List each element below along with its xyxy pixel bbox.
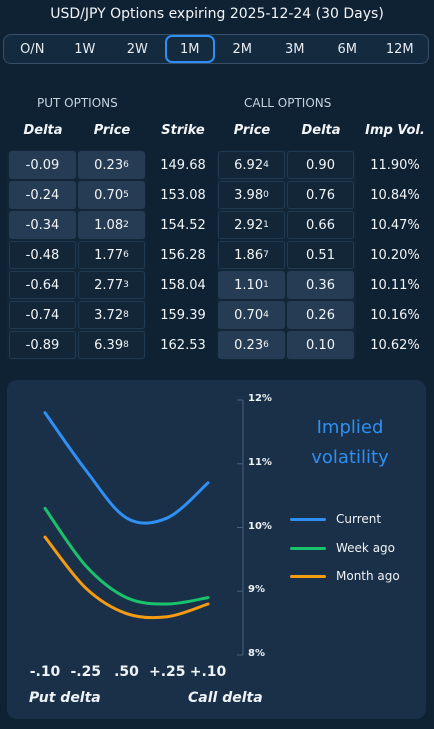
call-price-cell[interactable]: 0.23 6 <box>218 331 285 359</box>
strike-value: 162.53 <box>160 337 206 353</box>
x-tick-label: -.10 <box>29 664 61 680</box>
legend-item-week-ago: Week ago <box>290 539 395 557</box>
put-price-cell[interactable]: 0.70 5 <box>78 181 145 209</box>
x-tick-label: +.25 <box>148 664 186 680</box>
header-put-price: Price <box>93 123 131 138</box>
series-line-week-ago <box>43 506 210 606</box>
header-call-price: Price <box>233 123 271 138</box>
put-delta-cell[interactable]: -0.09 <box>9 151 76 179</box>
x-tick-label: .50 <box>114 664 139 680</box>
x-tick-label: +.10 <box>189 664 227 680</box>
call-options-label: CALL OPTIONS <box>244 96 332 110</box>
put-price-cell[interactable]: 2.77 3 <box>78 271 145 299</box>
expiry-tabs: O/N 1W 2W 1M 2M 3M 6M 12M <box>3 34 429 64</box>
series-line-current <box>43 411 210 525</box>
put-price-cell[interactable]: 0.23 6 <box>78 151 145 179</box>
tab-3m[interactable]: 3M <box>285 41 305 57</box>
call-delta-cell[interactable]: 0.76 <box>287 181 354 209</box>
volatility-chart: Implied volatility Current Week ago Month … <box>7 380 426 719</box>
put-price-cell[interactable]: 1.08 2 <box>78 211 145 239</box>
legend-swatch <box>290 546 326 550</box>
header-strike: Strike <box>161 123 205 138</box>
call-price-cell[interactable]: 1.86 7 <box>218 241 285 269</box>
put-price-cell[interactable]: 3.72 8 <box>78 301 145 329</box>
tab-6m[interactable]: 6M <box>337 41 358 57</box>
strike-value: 158.04 <box>160 277 206 293</box>
put-options-label: PUT OPTIONS <box>37 96 118 110</box>
legend-swatch <box>290 517 326 521</box>
y-tick-label: 11% <box>248 456 272 468</box>
call-price-cell[interactable]: 3.98 0 <box>218 181 285 209</box>
put-delta-cell[interactable]: -0.34 <box>9 211 76 239</box>
put-price-cell[interactable]: 1.77 6 <box>78 241 145 269</box>
legend-label: Week ago <box>336 541 396 555</box>
call-delta-cell[interactable]: 0.36 <box>287 271 354 299</box>
put-price-cell[interactable]: 6.39 8 <box>78 331 145 359</box>
imp-vol-value: 10.62% <box>370 337 420 353</box>
header-imp-vol: Imp Vol. <box>365 123 425 138</box>
y-tick-label: 10% <box>248 520 272 532</box>
page-title: USD/JPY Options expiring 2025-12-24 (30 … <box>50 6 384 22</box>
x-tick-label: -.25 <box>70 664 102 680</box>
strike-value: 149.68 <box>160 157 206 173</box>
imp-vol-value: 10.16% <box>370 307 420 323</box>
call-price-cell[interactable]: 0.70 4 <box>218 301 285 329</box>
put-delta-cell[interactable]: -0.89 <box>9 331 76 359</box>
put-delta-label: Put delta <box>29 690 101 706</box>
imp-vol-value: 10.11% <box>370 277 420 293</box>
call-delta-cell[interactable]: 0.26 <box>287 301 354 329</box>
legend-swatch <box>290 574 326 578</box>
legend-item-current: Current <box>290 510 381 528</box>
put-delta-cell[interactable]: -0.64 <box>9 271 76 299</box>
tab-on[interactable]: O/N <box>20 41 45 57</box>
tab-2m[interactable]: 2M <box>232 41 253 57</box>
call-price-cell[interactable]: 2.92 1 <box>218 211 285 239</box>
put-delta-cell[interactable]: -0.48 <box>9 241 76 269</box>
strike-value: 156.28 <box>160 247 206 263</box>
legend-label: Current <box>336 512 382 526</box>
call-price-cell[interactable]: 1.10 1 <box>218 271 285 299</box>
tab-1m[interactable]: 1M <box>164 35 215 63</box>
put-delta-cell[interactable]: -0.74 <box>9 301 76 329</box>
strike-value: 159.39 <box>160 307 206 323</box>
call-delta-label: Call delta <box>188 690 263 706</box>
strike-value: 153.08 <box>160 187 206 203</box>
imp-vol-value: 10.84% <box>370 187 420 203</box>
imp-vol-value: 10.20% <box>370 247 420 263</box>
series-line-month-ago <box>43 535 210 620</box>
call-delta-cell[interactable]: 0.51 <box>287 241 354 269</box>
y-tick-label: 9% <box>248 584 265 596</box>
tab-12m[interactable]: 12M <box>385 41 414 57</box>
imp-vol-value: 11.90% <box>370 157 420 173</box>
call-price-cell[interactable]: 6.92 4 <box>218 151 285 179</box>
chart-title: Implied volatility <box>311 417 389 468</box>
header-call-delta: Delta <box>301 123 341 138</box>
y-tick-label: 8% <box>248 648 265 659</box>
strike-value: 154.52 <box>160 217 206 233</box>
header-put-delta: Delta <box>23 123 63 138</box>
legend-label: Month ago <box>336 569 400 583</box>
y-tick-label: 12% <box>248 393 272 404</box>
tab-2w[interactable]: 2W <box>126 41 148 57</box>
call-delta-cell[interactable]: 0.66 <box>287 211 354 239</box>
imp-vol-value: 10.47% <box>370 217 420 233</box>
call-delta-cell[interactable]: 0.10 <box>287 331 354 359</box>
legend-item-month-ago: Month ago <box>290 567 400 585</box>
tab-1w[interactable]: 1W <box>74 41 96 57</box>
put-delta-cell[interactable]: -0.24 <box>9 181 76 209</box>
call-delta-cell[interactable]: 0.90 <box>287 151 354 179</box>
volatility-chart-plot <box>43 399 244 656</box>
